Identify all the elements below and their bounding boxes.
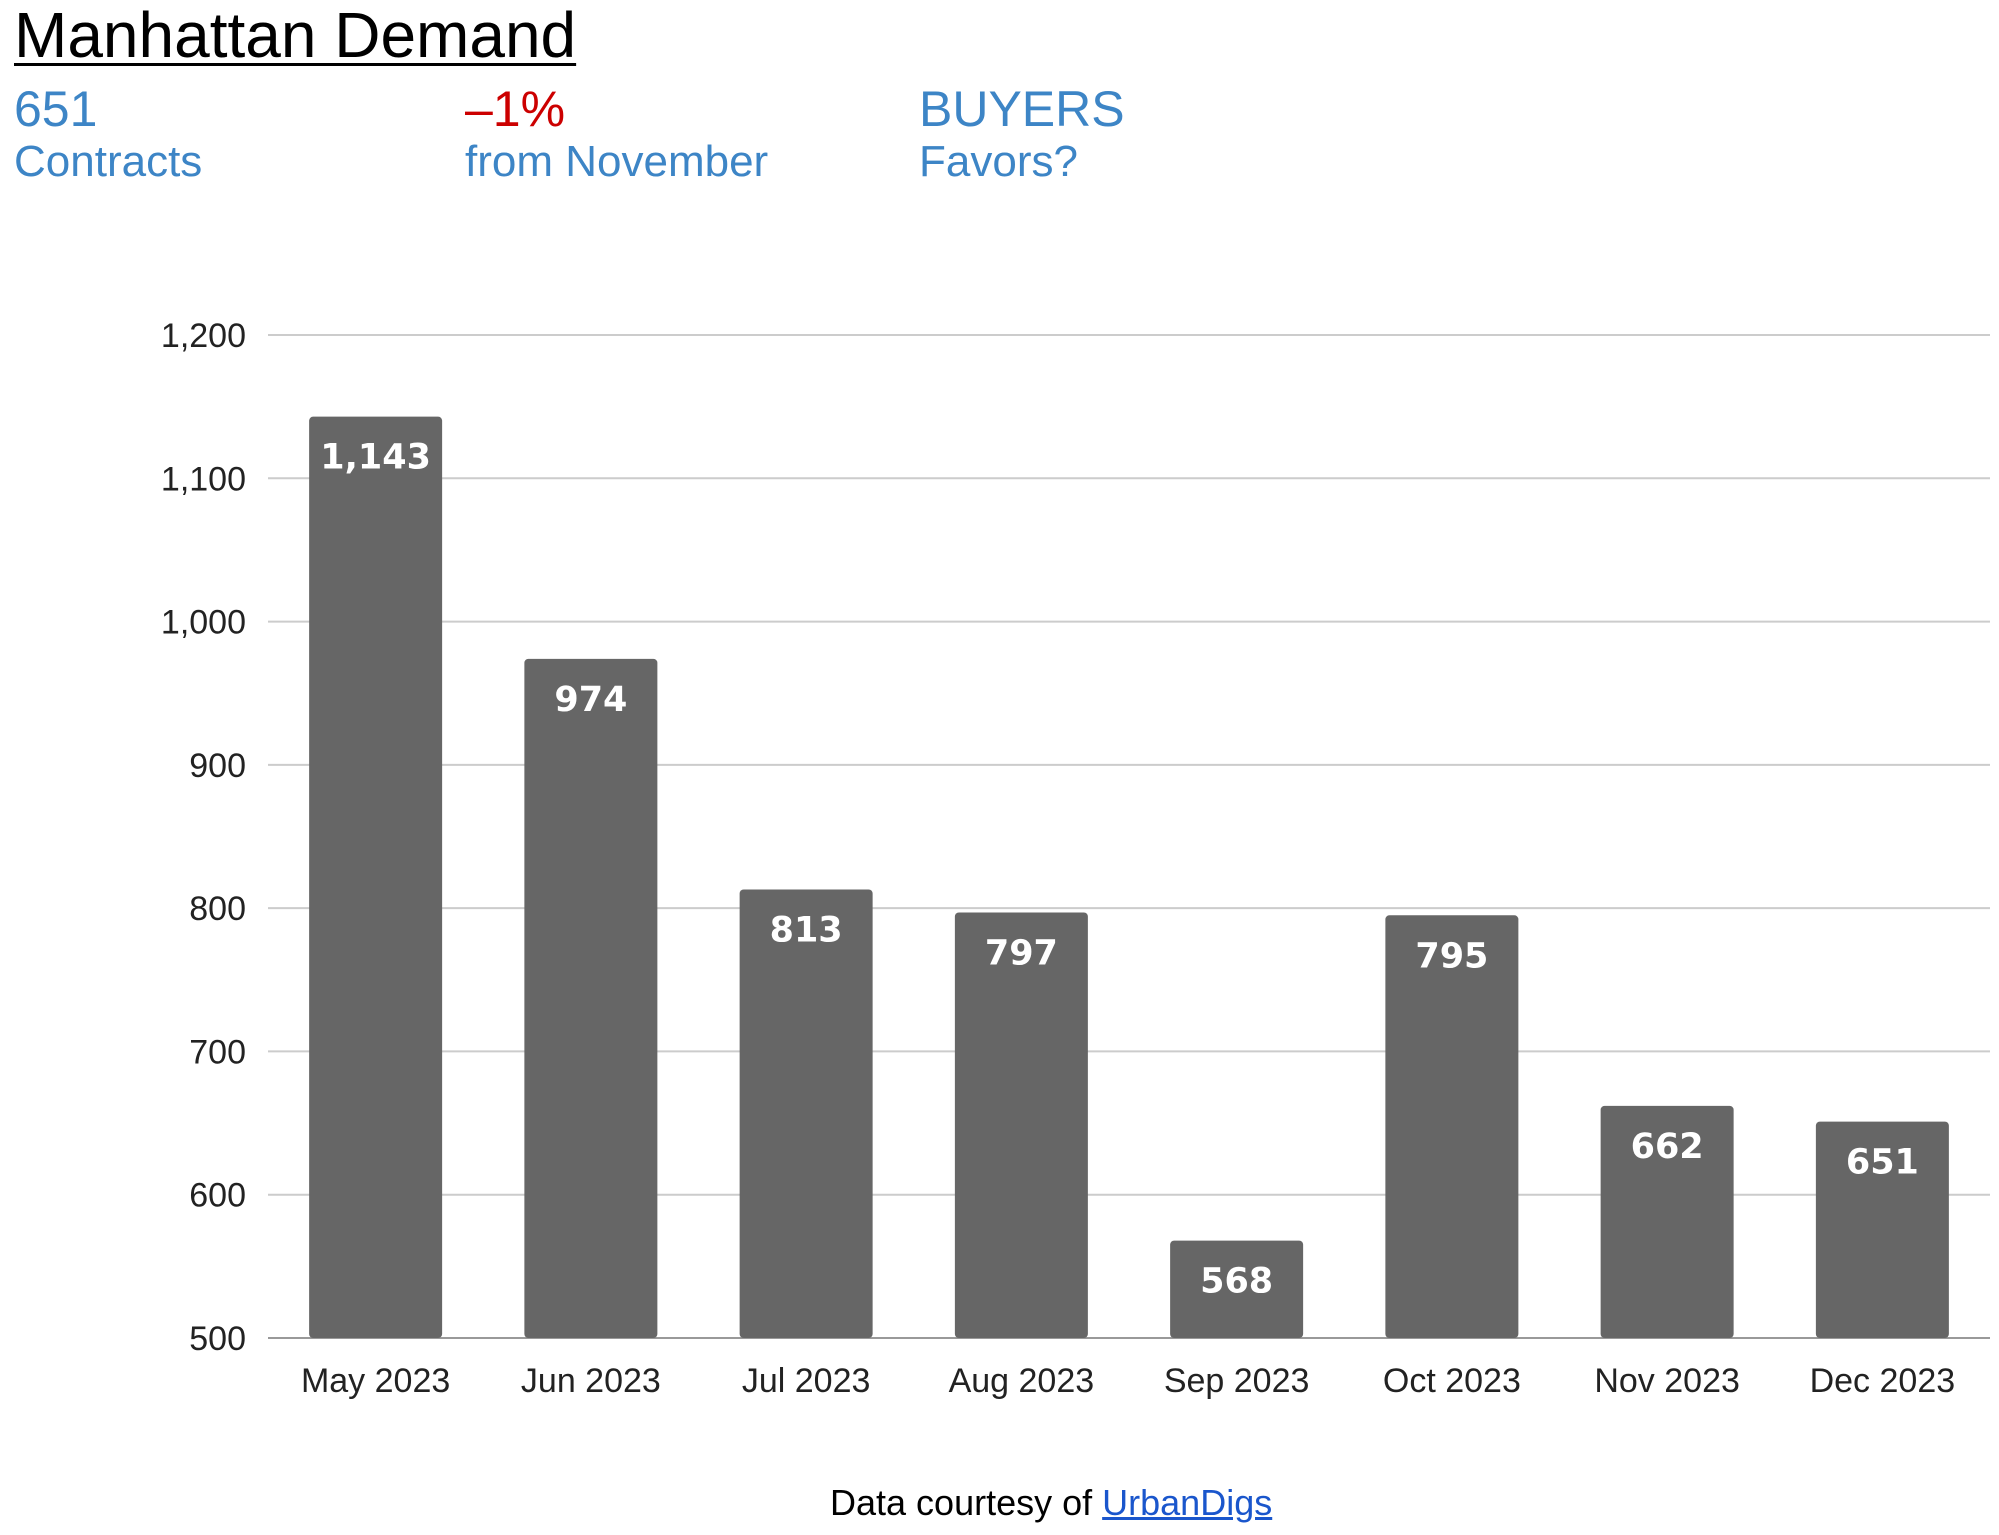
bar-data-label: 795 (1415, 936, 1488, 976)
y-tick-label: 1,200 (161, 317, 246, 355)
y-tick-label: 600 (189, 1177, 246, 1215)
kpi-contracts: 651 Contracts (14, 82, 202, 188)
bar-data-label: 974 (554, 680, 627, 720)
bar-data-label: 568 (1200, 1262, 1273, 1302)
kpi-change: –1% from November (465, 82, 768, 188)
bar-data-labels: 1,143 974 813 797 568 795 662 651 (320, 438, 1919, 1302)
bar-data-label: 651 (1846, 1143, 1919, 1183)
bar-dec-2023 (1815, 1121, 1949, 1338)
bar-data-label: 662 (1631, 1127, 1704, 1167)
x-axis-tick-labels: May 2023 Jun 2023 Jul 2023 Aug 2023 Sep 2023… (301, 1362, 1955, 1400)
bar-oct-2023 (1385, 915, 1519, 1338)
bar-chart: 500 600 700 800 900 1,000 1,100 1,200 1,143 974 8… (161, 317, 1990, 1400)
x-tick-label: Nov 2023 (1594, 1362, 1740, 1400)
y-tick-label: 1,000 (161, 604, 246, 642)
bar-jun-2023 (524, 658, 658, 1338)
kpi-favors-caption: Favors? (919, 137, 1078, 186)
kpi-change-value: –1% (465, 81, 566, 137)
bar-data-label: 1,143 (320, 438, 431, 478)
bar-jul-2023 (739, 889, 873, 1338)
urbandigs-link[interactable]: UrbanDigs (1102, 1482, 1273, 1523)
x-tick-label: May 2023 (301, 1362, 450, 1400)
kpi-change-caption: from November (465, 137, 769, 186)
x-tick-label: Jun 2023 (521, 1362, 661, 1400)
x-tick-label: Jul 2023 (742, 1362, 871, 1400)
y-tick-label: 800 (189, 890, 246, 928)
bar-aug-2023 (954, 912, 1088, 1338)
x-tick-label: Dec 2023 (1810, 1362, 1956, 1400)
footer-text: Data courtesy of (830, 1482, 1103, 1523)
bar-data-label: 813 (770, 911, 843, 951)
y-tick-label: 900 (189, 747, 246, 785)
x-tick-label: Aug 2023 (949, 1362, 1095, 1400)
y-tick-label: 700 (189, 1033, 246, 1071)
bars (309, 416, 1949, 1338)
bar-nov-2023 (1600, 1105, 1734, 1338)
y-tick-label: 500 (189, 1320, 246, 1358)
bar-may-2023 (309, 416, 443, 1338)
y-tick-label: 1,100 (161, 460, 246, 498)
kpi-favors: BUYERS Favors? (919, 82, 1125, 188)
y-axis-tick-labels: 500 600 700 800 900 1,000 1,100 1,200 (161, 317, 246, 1358)
kpi-contracts-caption: Contracts (14, 137, 203, 186)
x-tick-label: Oct 2023 (1383, 1362, 1521, 1400)
bar-data-label: 797 (985, 933, 1058, 973)
footer-credit: Data courtesy of UrbanDigs (830, 1482, 1272, 1524)
kpi-favors-value: BUYERS (919, 81, 1125, 137)
kpi-contracts-value: 651 (14, 81, 98, 137)
x-tick-label: Sep 2023 (1164, 1362, 1310, 1400)
page-title: Manhattan Demand (14, 0, 577, 71)
bar-sep-2023 (1170, 1240, 1304, 1338)
